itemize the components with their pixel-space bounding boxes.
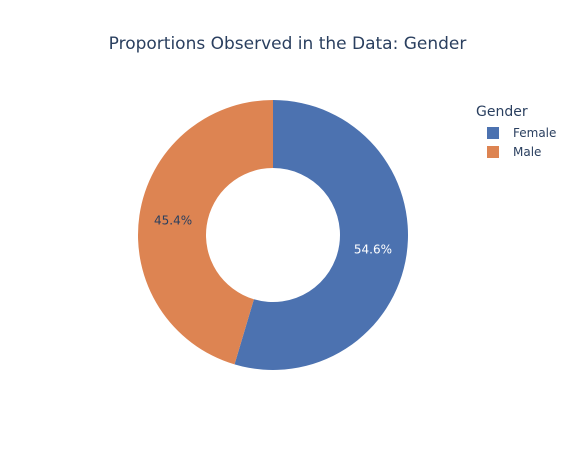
slice-male [137,100,273,365]
legend-label: Female [513,125,557,140]
donut-slice-labels: 54.6% 45.4% [154,213,392,256]
legend-swatch [487,145,499,158]
legend-title: Gender [476,104,528,120]
slice-female [234,100,408,370]
chart-title: Proportions Observed in the Data: Gender [108,34,467,54]
legend-item-male[interactable]: Male [476,142,556,161]
legend: Gender Female Male [476,104,556,161]
donut-slices [137,100,408,370]
slice-label-female: 54.6% [354,243,392,257]
legend-swatch [487,126,499,139]
legend-label: Male [513,144,542,159]
legend-item-female[interactable]: Female [476,123,556,142]
slice-label-male: 45.4% [154,213,192,227]
legend-items: Female Male [476,123,556,161]
